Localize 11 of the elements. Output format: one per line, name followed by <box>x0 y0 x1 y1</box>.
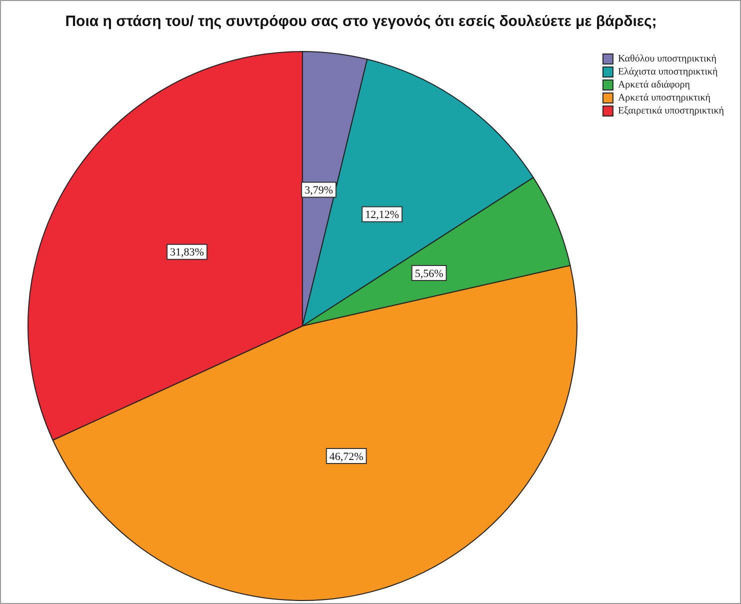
data-label: 12,12% <box>365 209 400 222</box>
data-label: 3,79% <box>304 184 333 197</box>
legend-label: Καθόλου υποστηρικτική <box>618 54 716 65</box>
legend-label: Ελάχιστα υποστηρικτική <box>618 66 718 78</box>
legend-label: Εξαιρετικά υποστηρικτική <box>618 106 724 117</box>
data-label: 5,56% <box>414 268 444 280</box>
data-label: 31,83% <box>170 246 204 259</box>
chart-title: Ποια η στάση του/ της συντρόφου σας στο γεγονός ότι εσείς δουλεύετε με βάρδιες; <box>64 13 658 30</box>
data-label: 46,72% <box>329 450 364 463</box>
legend-label: Αρκετά υποστηρικτική <box>618 92 710 104</box>
legend-label: Αρκετά αδιάφορη <box>618 80 690 91</box>
